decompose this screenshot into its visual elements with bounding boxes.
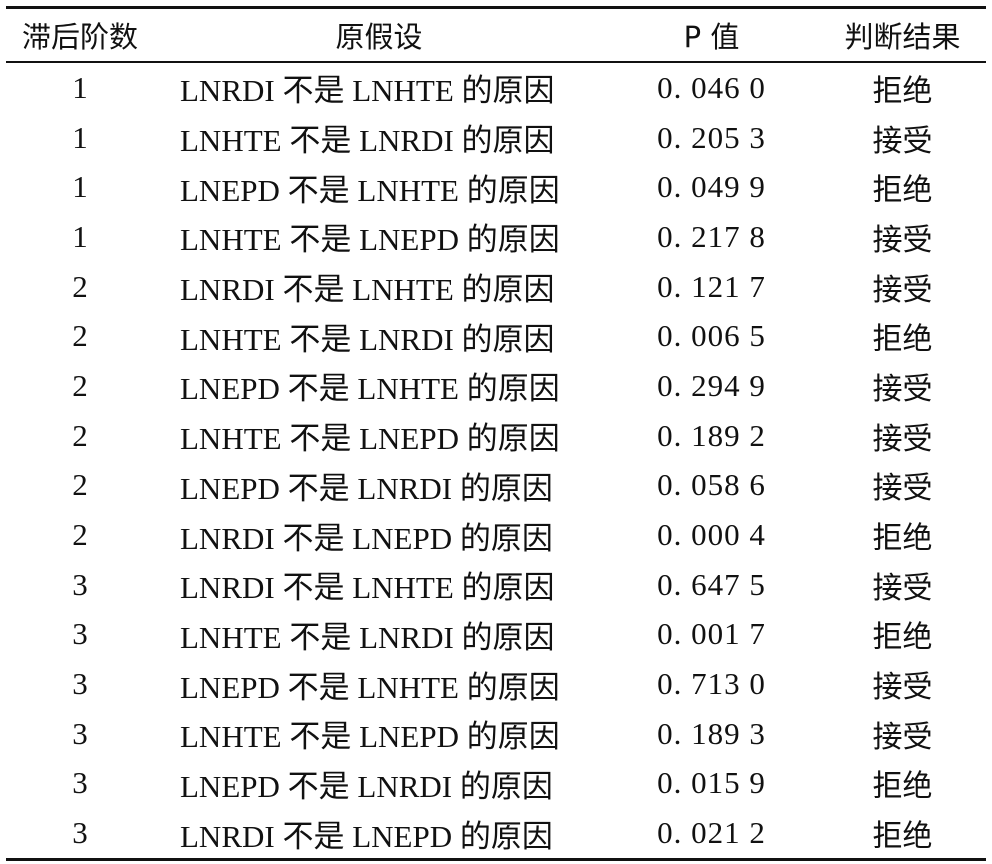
table-top-rule bbox=[6, 6, 986, 9]
header-result: 判断结果 bbox=[844, 20, 961, 54]
cell-hypothesis: LNHTE 不是 LNRDI 的原因 bbox=[180, 619, 555, 655]
header-hypothesis: 原假设 bbox=[335, 20, 423, 54]
table-row: 1 LNRDI 不是 LNHTE 的原因 0. 046 0 拒绝 bbox=[6, 63, 986, 113]
cell-lag: 3 bbox=[72, 715, 88, 751]
cell-lag: 1 bbox=[72, 169, 88, 205]
cell-result: 接受 bbox=[872, 570, 933, 606]
cell-p-value: 0. 058 6 bbox=[657, 467, 766, 503]
cell-result: 拒绝 bbox=[872, 769, 933, 805]
cell-result: 接受 bbox=[872, 222, 933, 258]
cell-result: 接受 bbox=[872, 123, 933, 159]
cell-hypothesis: LNRDI 不是 LNHTE 的原因 bbox=[180, 570, 555, 606]
cell-p-value: 0. 121 7 bbox=[657, 268, 766, 304]
table-row: 2 LNRDI 不是 LNEPD 的原因 0. 000 4 拒绝 bbox=[6, 510, 986, 560]
cell-hypothesis: LNHTE 不是 LNRDI 的原因 bbox=[180, 123, 555, 159]
table-row: 3 LNEPD 不是 LNRDI 的原因 0. 015 9 拒绝 bbox=[6, 759, 986, 809]
cell-result: 接受 bbox=[872, 719, 933, 755]
cell-hypothesis: LNEPD 不是 LNHTE 的原因 bbox=[180, 669, 560, 705]
cell-lag: 2 bbox=[72, 467, 88, 503]
cell-result: 拒绝 bbox=[872, 819, 933, 855]
table-row: 2 LNEPD 不是 LNHTE 的原因 0. 294 9 接受 bbox=[6, 361, 986, 411]
cell-hypothesis: LNEPD 不是 LNHTE 的原因 bbox=[180, 371, 560, 407]
cell-result: 接受 bbox=[872, 371, 933, 407]
cell-p-value: 0. 217 8 bbox=[657, 218, 766, 254]
table-row: 2 LNEPD 不是 LNRDI 的原因 0. 058 6 接受 bbox=[6, 461, 986, 511]
cell-hypothesis: LNEPD 不是 LNHTE 的原因 bbox=[180, 172, 560, 208]
cell-p-value: 0. 189 3 bbox=[657, 715, 766, 751]
table-header-rule bbox=[6, 61, 986, 63]
cell-result: 拒绝 bbox=[872, 521, 933, 557]
table-row: 2 LNRDI 不是 LNHTE 的原因 0. 121 7 接受 bbox=[6, 262, 986, 312]
cell-lag: 2 bbox=[72, 517, 88, 553]
results-table-body: 1 LNRDI 不是 LNHTE 的原因 0. 046 0 拒绝 1 LNHTE 不是 L… bbox=[6, 63, 986, 858]
header-p-value: P 值 bbox=[683, 20, 740, 54]
table-row: 3 LNRDI 不是 LNHTE 的原因 0. 647 5 接受 bbox=[6, 560, 986, 610]
cell-lag: 3 bbox=[72, 666, 88, 702]
cell-lag: 3 bbox=[72, 765, 88, 801]
cell-p-value: 0. 015 9 bbox=[657, 765, 766, 801]
cell-result: 接受 bbox=[872, 670, 933, 706]
cell-p-value: 0. 046 0 bbox=[657, 69, 766, 105]
cell-p-value: 0. 049 9 bbox=[657, 169, 766, 205]
cell-lag: 3 bbox=[72, 566, 88, 602]
cell-p-value: 0. 189 2 bbox=[657, 417, 766, 453]
granger-causality-table: 滞后阶数 原假设 P 值 判断结果 1 LNRDI 不是 LNHTE 的原因 0. … bbox=[6, 6, 986, 861]
cell-lag: 3 bbox=[72, 616, 88, 652]
cell-hypothesis: LNRDI 不是 LNEPD 的原因 bbox=[180, 818, 553, 854]
table-row: 3 LNHTE 不是 LNEPD 的原因 0. 189 3 接受 bbox=[6, 709, 986, 759]
cell-p-value: 0. 021 2 bbox=[657, 815, 766, 851]
header-row: 滞后阶数 原假设 P 值 判断结果 bbox=[6, 9, 986, 61]
cell-result: 拒绝 bbox=[872, 173, 933, 209]
cell-p-value: 0. 205 3 bbox=[657, 119, 766, 155]
table-row: 3 LNRDI 不是 LNEPD 的原因 0. 021 2 拒绝 bbox=[6, 808, 986, 858]
table-bottom-rule bbox=[6, 858, 986, 861]
results-table: 滞后阶数 原假设 P 值 判断结果 bbox=[6, 9, 986, 61]
cell-result: 拒绝 bbox=[872, 322, 933, 358]
cell-hypothesis: LNHTE 不是 LNEPD 的原因 bbox=[180, 421, 560, 457]
table-row: 2 LNHTE 不是 LNEPD 的原因 0. 189 2 接受 bbox=[6, 411, 986, 461]
cell-p-value: 0. 647 5 bbox=[657, 566, 766, 602]
cell-lag: 1 bbox=[72, 119, 88, 155]
cell-hypothesis: LNHTE 不是 LNEPD 的原因 bbox=[180, 719, 560, 755]
table-row: 1 LNEPD 不是 LNHTE 的原因 0. 049 9 拒绝 bbox=[6, 162, 986, 212]
cell-lag: 1 bbox=[72, 69, 88, 105]
table-header: 滞后阶数 原假设 P 值 判断结果 bbox=[6, 9, 986, 61]
table-row: 3 LNEPD 不是 LNHTE 的原因 0. 713 0 接受 bbox=[6, 659, 986, 709]
table-row: 3 LNHTE 不是 LNRDI 的原因 0. 001 7 拒绝 bbox=[6, 610, 986, 660]
cell-lag: 2 bbox=[72, 417, 88, 453]
cell-lag: 2 bbox=[72, 318, 88, 354]
cell-p-value: 0. 006 5 bbox=[657, 318, 766, 354]
cell-result: 接受 bbox=[872, 272, 933, 308]
table-row: 1 LNHTE 不是 LNRDI 的原因 0. 205 3 接受 bbox=[6, 113, 986, 163]
cell-result: 接受 bbox=[872, 421, 933, 457]
cell-hypothesis: LNEPD 不是 LNRDI 的原因 bbox=[180, 470, 553, 506]
cell-p-value: 0. 713 0 bbox=[657, 666, 766, 702]
cell-lag: 1 bbox=[72, 218, 88, 254]
cell-lag: 2 bbox=[72, 268, 88, 304]
cell-hypothesis: LNRDI 不是 LNEPD 的原因 bbox=[180, 520, 553, 556]
cell-lag: 2 bbox=[72, 367, 88, 403]
cell-hypothesis: LNRDI 不是 LNHTE 的原因 bbox=[180, 73, 555, 109]
header-lag: 滞后阶数 bbox=[21, 20, 138, 54]
table-row: 1 LNHTE 不是 LNEPD 的原因 0. 217 8 接受 bbox=[6, 212, 986, 262]
cell-lag: 3 bbox=[72, 815, 88, 851]
cell-p-value: 0. 001 7 bbox=[657, 616, 766, 652]
cell-result: 拒绝 bbox=[872, 620, 933, 656]
cell-hypothesis: LNEPD 不是 LNRDI 的原因 bbox=[180, 768, 553, 804]
cell-result: 拒绝 bbox=[872, 73, 933, 109]
cell-result: 接受 bbox=[872, 471, 933, 507]
cell-p-value: 0. 000 4 bbox=[657, 517, 766, 553]
cell-hypothesis: LNHTE 不是 LNEPD 的原因 bbox=[180, 222, 560, 258]
cell-hypothesis: LNHTE 不是 LNRDI 的原因 bbox=[180, 321, 555, 357]
cell-p-value: 0. 294 9 bbox=[657, 367, 766, 403]
cell-hypothesis: LNRDI 不是 LNHTE 的原因 bbox=[180, 272, 555, 308]
table-row: 2 LNHTE 不是 LNRDI 的原因 0. 006 5 拒绝 bbox=[6, 311, 986, 361]
table-body: 1 LNRDI 不是 LNHTE 的原因 0. 046 0 拒绝 1 LNHTE 不是 L… bbox=[6, 63, 986, 858]
